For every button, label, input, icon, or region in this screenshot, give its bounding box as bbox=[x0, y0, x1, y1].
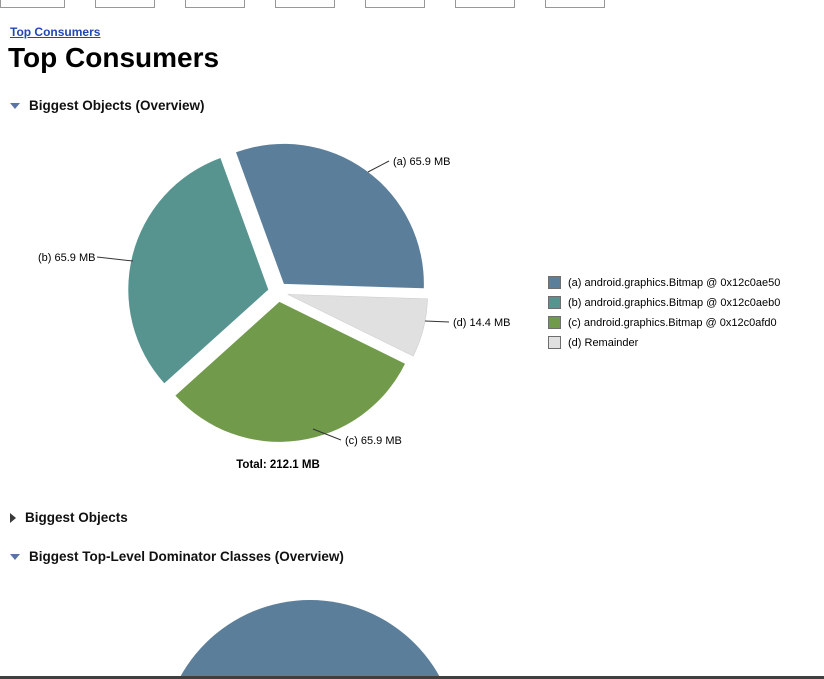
toolbar-stub bbox=[185, 0, 245, 8]
pie-label-d: (d) 14.4 MB bbox=[453, 317, 510, 329]
section-label: Biggest Objects (Overview) bbox=[29, 98, 205, 113]
toolbar-gap bbox=[65, 0, 95, 8]
legend-item-c: (c) android.graphics.Bitmap @ 0x12c0afd0 bbox=[548, 316, 780, 329]
toolbar-stub bbox=[95, 0, 155, 8]
toolbar-stub bbox=[545, 0, 605, 8]
legend-label-d: (d) Remainder bbox=[568, 336, 639, 349]
leader-line-b bbox=[96, 256, 134, 262]
toolbar-stub bbox=[455, 0, 515, 8]
pie-total-label: Total: 212.1 MB bbox=[236, 459, 320, 471]
section-label: Biggest Objects bbox=[25, 510, 128, 525]
twistie-expanded-icon bbox=[10, 102, 20, 109]
section-header-biggest-objects-overview[interactable]: Biggest Objects (Overview) bbox=[10, 98, 205, 113]
legend-swatch-a bbox=[548, 276, 561, 289]
biggest-objects-pie-chart: (a) 65.9 MB (b) 65.9 MB (c) 65.9 MB (d) … bbox=[38, 143, 510, 471]
toolbar-gap bbox=[245, 0, 275, 8]
section-header-biggest-objects[interactable]: Biggest Objects bbox=[10, 510, 128, 525]
section-header-dominator-classes-overview[interactable]: Biggest Top-Level Dominator Classes (Ove… bbox=[10, 549, 344, 564]
toolbar-gap bbox=[425, 0, 455, 8]
pie-slice-d bbox=[287, 294, 428, 357]
legend-item-b: (b) android.graphics.Bitmap @ 0x12c0aeb0 bbox=[548, 296, 780, 309]
pie-label-a: (a) 65.9 MB bbox=[393, 156, 450, 168]
dominator-classes-pie-chart-partial bbox=[162, 600, 458, 679]
legend-label-b: (b) android.graphics.Bitmap @ 0x12c0aeb0 bbox=[568, 296, 781, 309]
breadcrumb-link[interactable]: Top Consumers bbox=[10, 25, 101, 39]
toolbar-gap bbox=[515, 0, 545, 8]
legend-swatch-c bbox=[548, 316, 561, 329]
clipped-toolbar-row bbox=[0, 0, 824, 8]
leader-line-a bbox=[367, 160, 390, 173]
leader-line-d bbox=[424, 320, 450, 323]
legend-item-d: (d) Remainder bbox=[548, 336, 780, 349]
section-label: Biggest Top-Level Dominator Classes (Ove… bbox=[29, 549, 344, 564]
leader-line-c bbox=[312, 428, 342, 441]
toolbar-gap bbox=[335, 0, 365, 8]
toolbar-gap bbox=[155, 0, 185, 8]
page-title: Top Consumers bbox=[8, 42, 220, 73]
legend-swatch-d bbox=[548, 336, 561, 349]
legend-label-c: (c) android.graphics.Bitmap @ 0x12c0afd0 bbox=[568, 316, 777, 329]
toolbar-stub bbox=[365, 0, 425, 8]
pie-slice-a bbox=[236, 143, 424, 289]
twistie-collapsed-icon bbox=[10, 512, 16, 523]
legend-item-a: (a) android.graphics.Bitmap @ 0x12c0ae50 bbox=[548, 276, 780, 289]
legend-swatch-b bbox=[548, 296, 561, 309]
pie-slice-b bbox=[128, 158, 269, 384]
toolbar-stub bbox=[275, 0, 335, 8]
chart-legend: (a) android.graphics.Bitmap @ 0x12c0ae50… bbox=[548, 276, 780, 356]
toolbar-stub bbox=[0, 0, 65, 8]
window-bottom-border bbox=[0, 676, 824, 679]
twistie-expanded-icon bbox=[10, 553, 20, 560]
pie-label-b: (b) 65.9 MB bbox=[38, 252, 95, 264]
legend-label-a: (a) android.graphics.Bitmap @ 0x12c0ae50 bbox=[568, 276, 781, 289]
pie-slice-c bbox=[175, 301, 405, 442]
pie-label-c: (c) 65.9 MB bbox=[345, 435, 402, 447]
breadcrumb: Top Consumers bbox=[10, 25, 100, 39]
